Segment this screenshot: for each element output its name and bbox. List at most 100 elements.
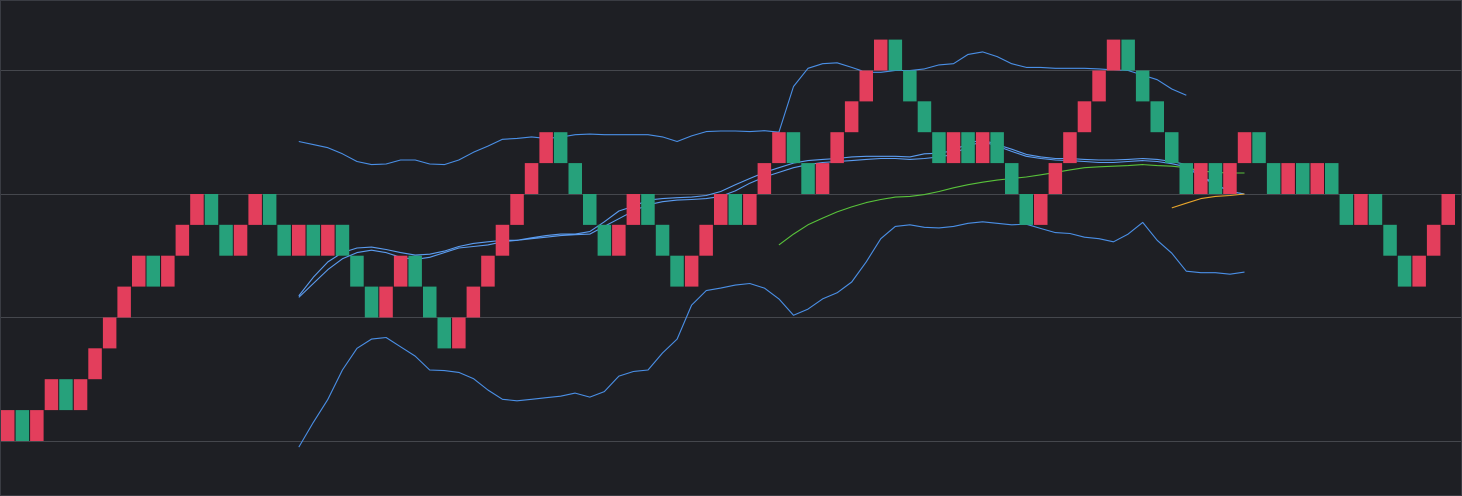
renko-brick-up	[597, 224, 612, 256]
renko-brick-down	[1063, 132, 1077, 164]
renko-brick-down	[190, 194, 204, 225]
renko-brick-down	[612, 224, 626, 256]
renko-brick-down	[30, 410, 44, 441]
renko-brick-up	[641, 194, 655, 225]
renko-brick-up	[277, 224, 291, 256]
renko-brick-up	[350, 255, 364, 287]
renko-brick-down	[233, 224, 248, 256]
renko-brick-down	[481, 255, 495, 287]
renko-brick-down	[626, 194, 641, 225]
renko-brick-down	[874, 39, 888, 71]
renko-brick-down	[1048, 163, 1063, 194]
renko-brick-down	[73, 379, 88, 411]
renko-brick-up	[1296, 163, 1310, 194]
renko-brick-down	[1194, 163, 1208, 194]
renko-brick-down	[684, 255, 699, 287]
renko-brick-up	[1135, 70, 1150, 102]
renko-brick-down	[815, 163, 830, 194]
renko-brick-up	[553, 132, 568, 164]
renko-brick-up	[903, 70, 917, 102]
renko-brick-down	[452, 317, 466, 349]
renko-brick-down	[1, 410, 15, 441]
renko-brick-up	[1252, 132, 1266, 164]
renko-brick-down	[743, 194, 757, 225]
basis-line-line	[298, 140, 1245, 298]
renko-brick-up	[1121, 39, 1135, 71]
renko-brick-down	[321, 224, 335, 256]
renko-brick-down	[772, 132, 786, 164]
renko-brick-up	[670, 255, 684, 287]
renko-brick-down	[379, 286, 393, 318]
renko-brick-down	[1034, 194, 1048, 225]
renko-brick-up	[219, 224, 233, 256]
renko-brick-up	[408, 255, 422, 287]
renko-brick-up	[364, 286, 379, 318]
renko-brick-down	[1223, 163, 1237, 194]
renko-brick-down	[1310, 163, 1324, 194]
renko-brick-up	[423, 286, 437, 318]
renko-brick-down	[1106, 39, 1121, 71]
renko-brick-down	[466, 286, 481, 318]
renko-brick-up	[961, 132, 975, 164]
renko-brick-up	[1368, 194, 1383, 225]
renko-brick-down	[44, 379, 59, 411]
renko-brick-down	[132, 255, 146, 287]
renko-brick-down	[699, 224, 713, 256]
brick-layer	[1, 39, 1455, 441]
renko-brick-down	[1426, 224, 1441, 256]
renko-brick-up	[1019, 194, 1033, 225]
renko-brick-up	[583, 194, 597, 225]
renko-brick-down	[1281, 163, 1295, 194]
renko-brick-up	[1339, 194, 1354, 225]
fast-ma-line	[1171, 193, 1245, 209]
renko-brick-up	[786, 132, 801, 164]
renko-brick-down	[1441, 194, 1455, 225]
renko-brick-up	[204, 194, 219, 225]
renko-brick-down	[393, 255, 408, 287]
upper-band-line	[298, 51, 1187, 166]
renko-brick-down	[524, 163, 539, 194]
renko-brick-up	[146, 255, 160, 287]
renko-brick-down	[714, 194, 728, 225]
renko-brick-down	[1354, 194, 1368, 225]
renko-brick-down	[510, 194, 524, 225]
renko-brick-down	[1077, 101, 1092, 133]
renko-brick-down	[844, 101, 859, 133]
renko-brick-up	[1165, 132, 1179, 164]
renko-brick-up	[1005, 163, 1019, 194]
renko-brick-down	[975, 132, 990, 164]
renko-brick-down	[830, 132, 844, 164]
renko-brick-down	[946, 132, 961, 164]
renko-brick-up	[437, 317, 451, 349]
renko-brick-down	[102, 317, 117, 349]
renko-brick-down	[88, 348, 102, 380]
renko-brick-up	[1397, 255, 1412, 287]
indicator-layer	[298, 51, 1245, 448]
renko-brick-down	[117, 286, 131, 318]
renko-brick-down	[539, 132, 553, 164]
renko-brick-up	[888, 39, 903, 71]
renko-brick-up	[15, 410, 30, 441]
renko-brick-down	[1412, 255, 1426, 287]
renko-brick-down	[161, 255, 175, 287]
renko-brick-up	[655, 224, 670, 256]
renko-brick-up	[1383, 224, 1397, 256]
renko-brick-up	[801, 163, 815, 194]
renko-brick-up	[990, 132, 1004, 164]
renko-brick-up	[568, 163, 582, 194]
renko-brick-up	[262, 194, 277, 225]
lower-band-line	[298, 221, 1245, 448]
renko-brick-up	[1208, 163, 1223, 194]
renko-brick-down	[859, 70, 873, 102]
renko-brick-down	[495, 224, 510, 256]
renko-brick-up	[917, 101, 932, 133]
renko-brick-down	[1092, 70, 1106, 102]
renko-brick-down	[292, 224, 306, 256]
renko-brick-down	[1237, 132, 1252, 164]
renko-brick-up	[1179, 163, 1193, 194]
renko-brick-up	[306, 224, 321, 256]
renko-brick-down	[175, 224, 190, 256]
renko-brick-up	[335, 224, 350, 256]
